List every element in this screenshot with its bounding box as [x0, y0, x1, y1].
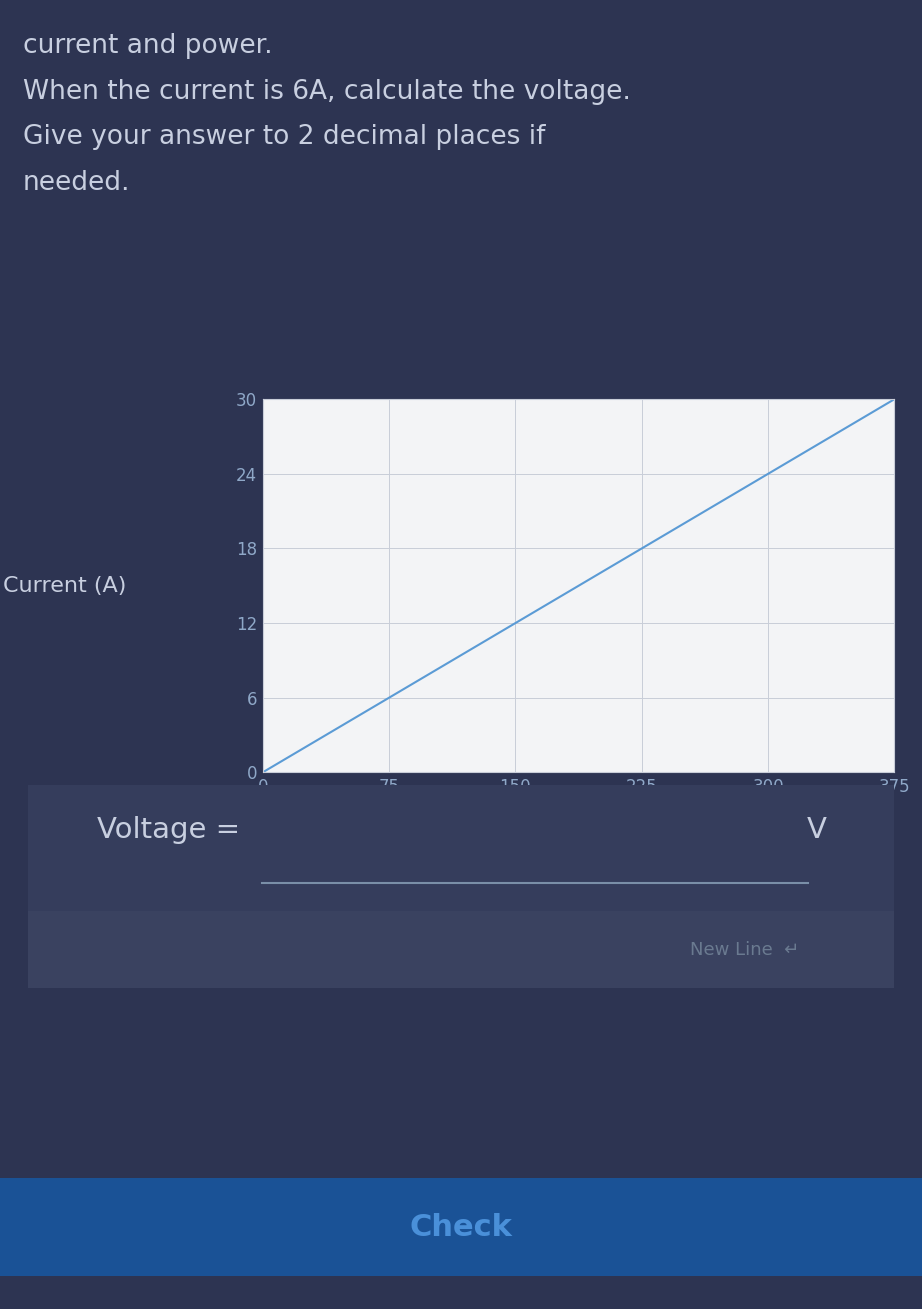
Text: V: V: [807, 816, 826, 844]
Text: needed.: needed.: [23, 170, 131, 196]
Text: Voltage =: Voltage =: [97, 816, 240, 844]
Text: When the current is 6A, calculate the voltage.: When the current is 6A, calculate the vo…: [23, 79, 631, 105]
FancyBboxPatch shape: [28, 911, 894, 988]
Text: New Line  ↵: New Line ↵: [690, 941, 799, 958]
Text: Check: Check: [409, 1212, 513, 1242]
Text: Give your answer to 2 decimal places if: Give your answer to 2 decimal places if: [23, 124, 546, 151]
X-axis label: Power (W): Power (W): [533, 802, 624, 821]
Text: Current (A): Current (A): [3, 576, 126, 596]
Text: current and power.: current and power.: [23, 33, 273, 59]
